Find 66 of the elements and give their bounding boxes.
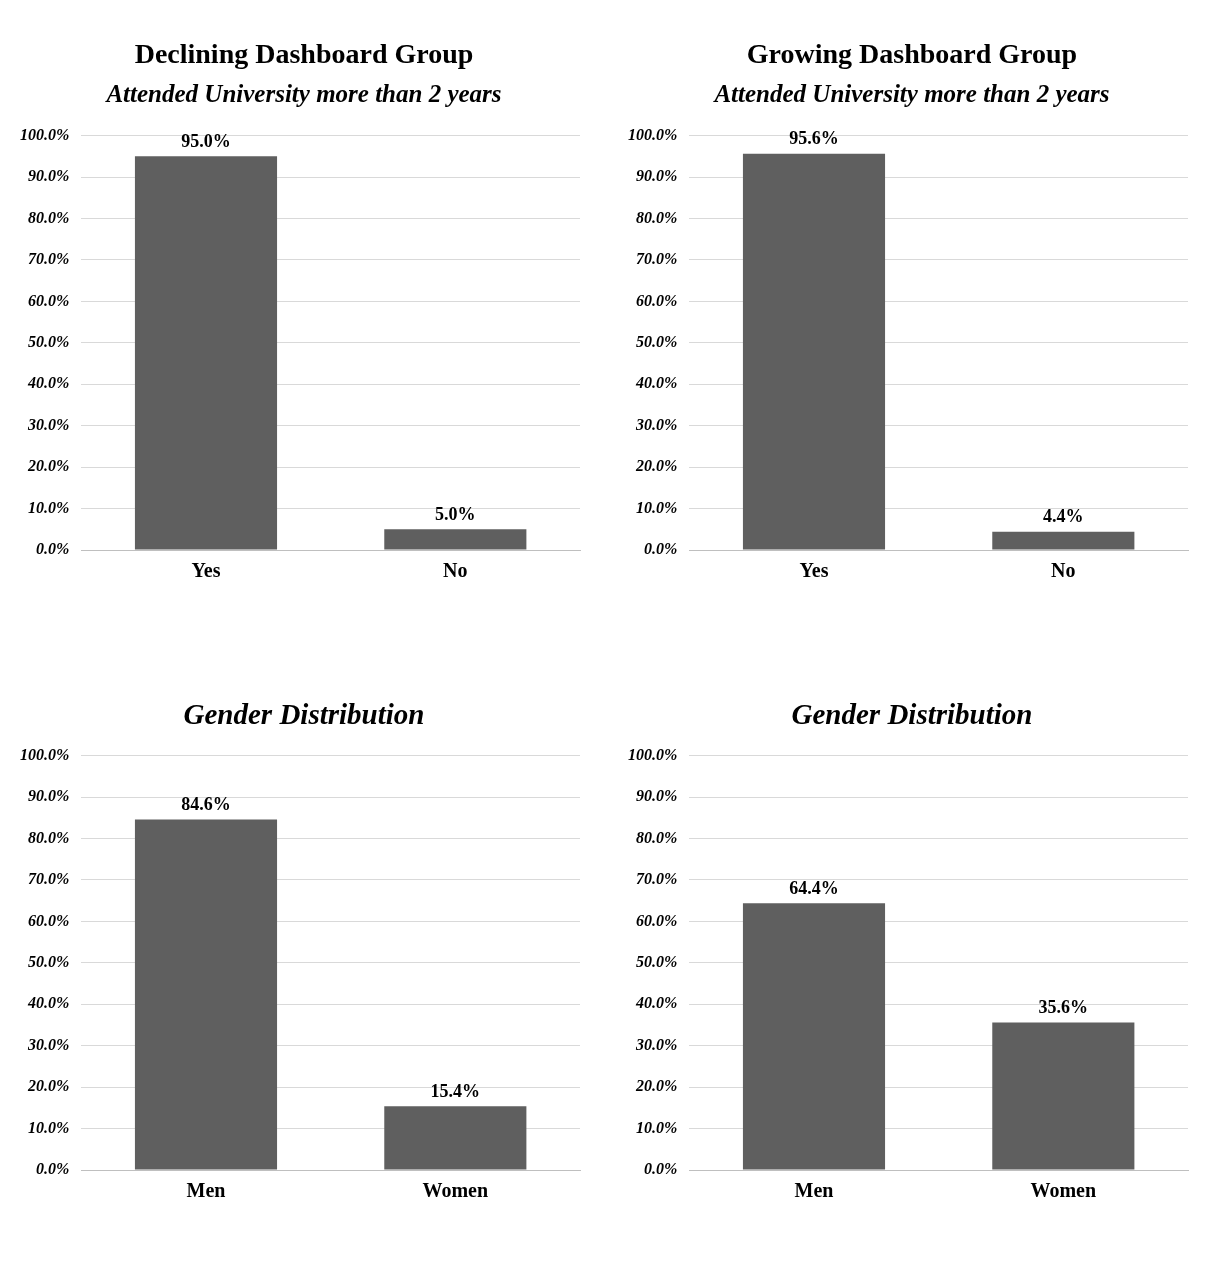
y-tick-label: 10.0% (636, 498, 678, 516)
y-tick-label: 50.0% (28, 332, 70, 350)
y-tick-label: 40.0% (635, 374, 678, 392)
y-tick-label: 10.0% (636, 1118, 678, 1136)
y-tick-label: 0.0% (36, 1160, 70, 1178)
chart-title: Gender Distribution (182, 697, 426, 732)
y-tick-label: 80.0% (28, 208, 70, 226)
y-tick-label: 40.0% (27, 374, 70, 392)
y-tick-label: 90.0% (636, 787, 678, 805)
x-tick-label: No (1051, 559, 1076, 582)
y-tick-label: 0.0% (644, 1160, 678, 1178)
y-tick-label: 70.0% (28, 250, 70, 268)
y-tick-label: 20.0% (27, 457, 70, 475)
y-tick-label: 100.0% (20, 745, 70, 763)
chart-title: Growing Dashboard Group (745, 37, 1079, 71)
y-tick-label: 60.0% (28, 291, 70, 309)
y-tick-label: 70.0% (636, 250, 678, 268)
x-tick-label: Women (422, 1179, 489, 1202)
y-tick-label: 20.0% (27, 1077, 70, 1095)
y-tick-label: 30.0% (27, 415, 70, 433)
y-tick-label: 60.0% (636, 911, 678, 929)
chart-subtitle: Attended University more than 2 years (712, 79, 1111, 109)
y-tick-label: 10.0% (28, 1118, 70, 1136)
y-tick-label: 20.0% (635, 1077, 678, 1095)
data-label: 84.6% (181, 794, 231, 815)
x-tick-label: Men (186, 1179, 226, 1202)
x-tick-label: No (443, 559, 468, 582)
y-tick-label: 0.0% (36, 540, 70, 558)
y-tick-label: 30.0% (635, 415, 678, 433)
y-tick-label: 70.0% (636, 870, 678, 888)
data-label: 5.0% (435, 503, 476, 524)
data-label: 35.6% (1038, 997, 1089, 1018)
y-tick-label: 60.0% (28, 911, 70, 929)
data-label: 15.4% (430, 1080, 481, 1101)
y-tick-label: 50.0% (636, 332, 678, 350)
data-label: 4.4% (1043, 506, 1084, 527)
chart-subtitle: Attended University more than 2 years (104, 79, 503, 109)
data-label: 95.0% (181, 130, 231, 151)
y-tick-label: 60.0% (636, 291, 678, 309)
y-tick-label: 80.0% (28, 828, 70, 846)
y-tick-label: 40.0% (635, 994, 678, 1012)
data-label: 64.4% (789, 877, 839, 898)
x-tick-label: Women (1030, 1179, 1097, 1202)
y-tick-label: 20.0% (635, 457, 678, 475)
y-tick-label: 90.0% (28, 167, 70, 185)
y-tick-label: 80.0% (636, 828, 678, 846)
y-tick-label: 100.0% (628, 125, 678, 143)
x-tick-label: Men (794, 1179, 834, 1202)
y-tick-label: 50.0% (28, 952, 70, 970)
y-tick-label: 30.0% (635, 1035, 678, 1053)
chart-title: Gender Distribution (790, 697, 1034, 732)
y-tick-label: 100.0% (628, 745, 678, 763)
y-tick-label: 80.0% (636, 208, 678, 226)
chart-title: Declining Dashboard Group (133, 37, 475, 71)
x-tick-label: Yes (191, 559, 221, 582)
y-tick-label: 70.0% (28, 870, 70, 888)
y-tick-label: 10.0% (28, 498, 70, 516)
y-tick-label: 40.0% (27, 994, 70, 1012)
data-label: 95.6% (789, 128, 839, 149)
y-tick-label: 30.0% (27, 1035, 70, 1053)
y-tick-label: 90.0% (636, 167, 678, 185)
y-tick-label: 0.0% (644, 540, 678, 558)
y-tick-label: 100.0% (20, 125, 70, 143)
x-tick-label: Yes (799, 559, 829, 582)
y-tick-label: 90.0% (28, 787, 70, 805)
y-tick-label: 50.0% (636, 952, 678, 970)
